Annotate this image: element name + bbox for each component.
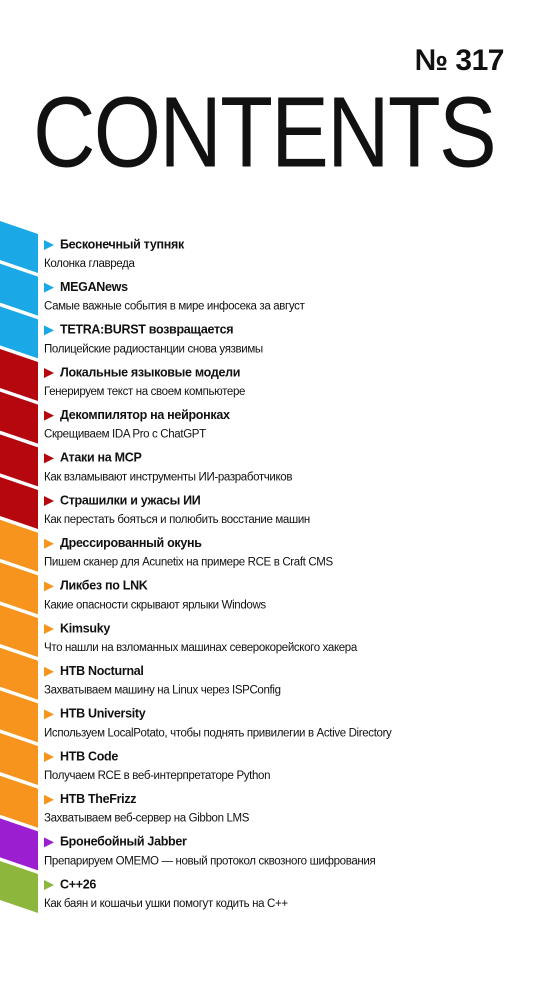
item-title: Бронебойный Jabber: [60, 835, 187, 849]
item-title: Ликбез по LNK: [60, 579, 148, 593]
item-arrow: [44, 453, 54, 464]
item-arrow: [44, 624, 54, 635]
item-title: C++26: [60, 877, 96, 891]
contents-item: Дрессированный окунь Пишем сканер для Acu…: [0, 519, 334, 572]
item-title: Локальные языковые модели: [60, 365, 240, 379]
item-arrow: [44, 496, 54, 507]
item-title: Бесконечный тупняк: [60, 237, 185, 251]
item-arrow: [44, 368, 54, 379]
item-subtitle: Что нашли на взломанных машинах североко…: [44, 642, 358, 654]
color-stripe: [0, 306, 38, 359]
contents-item: TETRA:BURST возвращается Полицейские ради…: [0, 306, 263, 359]
contents-item: Атаки на MCP Как взламывают инструменты И…: [0, 434, 293, 487]
contents-item: HTB Code Получаем RCE в веб-интерпретатор…: [0, 733, 271, 786]
item-title: Страшилки и ужасы ИИ: [60, 493, 201, 507]
item-subtitle: Захватываем машину на Linux через ISPCon…: [44, 685, 281, 697]
item-subtitle: Как баян и кошачьи ушки помогут кодить н…: [44, 898, 288, 910]
item-title: Дрессированный окунь: [60, 536, 202, 550]
item-arrow: [44, 410, 54, 421]
item-subtitle: Получаем RCE в веб-интерпретаторе Python: [44, 770, 270, 782]
item-subtitle: Пишем сканер для Acunetix на примере RCE…: [44, 557, 334, 569]
item-title: HTB Code: [60, 749, 118, 763]
item-subtitle: Полицейские радиостанции снова уязвимы: [44, 343, 263, 355]
item-subtitle: Захватываем веб-сервер на Gibbon LMS: [44, 813, 250, 825]
color-stripe: [0, 263, 38, 316]
contents-item: Бронебойный Jabber Препарируем OMEMO — но…: [0, 818, 376, 871]
item-subtitle: Какие опасности скрывают ярлыки Windows: [44, 599, 266, 611]
color-stripe: [0, 391, 38, 444]
item-subtitle: Колонка главреда: [44, 258, 135, 270]
color-stripe: [0, 519, 38, 572]
item-subtitle: Как перестать бояться и полюбить восстан…: [44, 514, 310, 526]
item-arrow: [44, 282, 54, 293]
color-stripe: [0, 434, 38, 487]
item-subtitle: Скрещиваем IDA Pro с ChatGPT: [44, 429, 206, 441]
color-stripe: [0, 733, 38, 786]
item-arrow: [44, 752, 54, 763]
item-title: Kimsuky: [60, 621, 110, 635]
contents-item: Kimsuky Что нашли на взломанных машинах с…: [0, 605, 358, 658]
contents-item: Бесконечный тупняк Колонка главреда: [0, 221, 185, 273]
item-subtitle: Препарируем OMEMO — новый протокол сквоз…: [44, 855, 375, 867]
item-arrow: [44, 240, 54, 250]
contents-item: Декомпилятор на нейронках Скрещиваем IDA …: [0, 391, 230, 444]
item-arrow: [44, 538, 54, 549]
color-stripe: [0, 647, 38, 700]
color-stripe: [0, 690, 38, 743]
item-title: HTB Nocturnal: [60, 664, 144, 678]
issue-number: № 317: [415, 44, 504, 77]
item-title: Атаки на MCP: [60, 451, 142, 465]
contents-item: Ликбез по LNK Какие опасности скрывают яр…: [0, 562, 267, 615]
item-subtitle: Генерируем текст на своем компьютере: [44, 386, 245, 398]
item-arrow: [44, 794, 54, 805]
item-subtitle: Используем LocalPotato, чтобы поднять пр…: [44, 727, 392, 739]
color-stripe: [0, 349, 38, 402]
item-arrow: [44, 581, 54, 592]
color-stripe: [0, 221, 38, 273]
item-title: MEGANews: [60, 280, 128, 294]
item-title: HTB University: [60, 707, 146, 721]
contents-item: C++26 Как баян и кошачьи ушки помогут код…: [0, 861, 289, 914]
contents-item: HTB University Используем LocalPotato, чт…: [0, 690, 392, 743]
page-title: CONTENTS: [33, 76, 495, 188]
contents-item: Страшилки и ужасы ИИ Как перестать боятьс…: [0, 477, 310, 530]
item-subtitle: Самые важные события в мире инфосека за …: [44, 301, 306, 313]
item-arrow: [44, 837, 54, 848]
item-arrow: [44, 880, 54, 891]
item-title: TETRA:BURST возвращается: [60, 323, 233, 337]
contents-item: HTB TheFrizz Захватываем веб-сервер на Gi…: [0, 775, 250, 828]
item-title: Декомпилятор на нейронках: [60, 408, 230, 422]
color-stripe: [0, 861, 38, 914]
color-stripe: [0, 562, 38, 615]
color-stripe: [0, 775, 38, 828]
item-title: HTB TheFrizz: [60, 792, 136, 806]
item-arrow: [44, 666, 54, 677]
item-arrow: [44, 325, 54, 336]
color-stripe: [0, 477, 38, 530]
contents-item: MEGANews Самые важные события в мире инфо…: [0, 263, 306, 316]
color-stripe: [0, 605, 38, 658]
color-stripe: [0, 818, 38, 871]
item-arrow: [44, 709, 54, 720]
contents-item: HTB Nocturnal Захватываем машину на Linux…: [0, 647, 281, 700]
item-subtitle: Как взламывают инструменты ИИ-разработчи…: [44, 471, 292, 483]
contents-item: Локальные языковые модели Генерируем текс…: [0, 349, 245, 402]
